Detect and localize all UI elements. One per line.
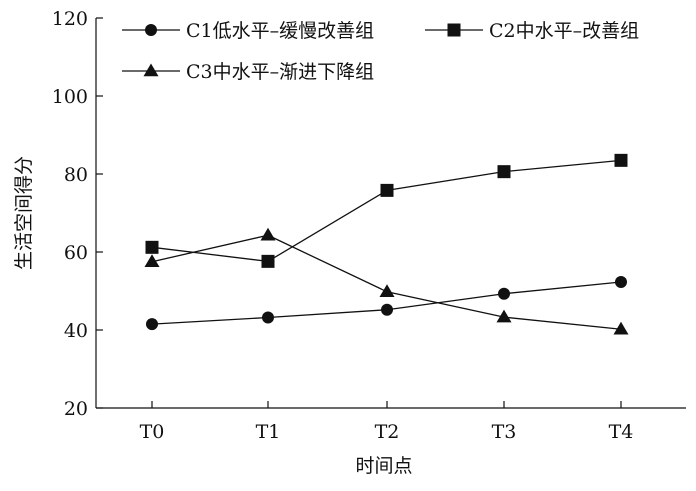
y-tick-label: 20 xyxy=(64,398,88,420)
data-point-c3 xyxy=(379,284,395,298)
data-point-c2 xyxy=(614,153,628,167)
legend-marker-c1 xyxy=(145,24,157,36)
data-point-c3 xyxy=(496,309,512,323)
legend-label-c2: C2中水平–改善组 xyxy=(489,20,639,42)
data-point-c1 xyxy=(146,318,158,331)
data-point-c1 xyxy=(498,287,510,300)
x-tick-label: T1 xyxy=(256,421,281,443)
legend-label-c3: C3中水平–渐进下降组 xyxy=(186,61,374,83)
data-point-c2 xyxy=(497,165,511,179)
y-tick-label: 100 xyxy=(52,86,88,108)
x-tick-label: T2 xyxy=(375,421,400,443)
data-point-c1 xyxy=(381,303,393,316)
x-tick-label: T0 xyxy=(140,421,165,443)
data-point-c2 xyxy=(145,240,159,254)
legend-marker-c2 xyxy=(447,23,461,37)
x-axis-title: 时间点 xyxy=(355,455,412,477)
data-point-c2 xyxy=(380,183,394,197)
data-point-c3 xyxy=(144,254,160,267)
data-point-c3 xyxy=(613,321,629,335)
legend: C1低水平–缓慢改善组 C2中水平–改善组 C3中水平–渐进下降组 xyxy=(122,20,639,83)
axes: 20 40 60 80 100 120 T0 T1 T2 T3 T4 xyxy=(52,8,686,443)
x-tick-label: T4 xyxy=(609,421,634,443)
y-tick-label: 80 xyxy=(64,164,88,186)
y-tick-label: 60 xyxy=(64,242,88,264)
data-point-c2 xyxy=(261,254,275,268)
data-point-c1 xyxy=(615,276,627,289)
y-axis-title: 生活空间得分 xyxy=(13,156,35,270)
data-point-c1 xyxy=(262,311,274,324)
x-tick-label: T3 xyxy=(492,421,517,443)
series-markers xyxy=(144,153,629,335)
y-tick-label: 120 xyxy=(52,8,88,30)
legend-label-c1: C1低水平–缓慢改善组 xyxy=(186,20,374,42)
y-tick-label: 40 xyxy=(64,320,88,342)
legend-marker-c3 xyxy=(143,63,159,77)
data-point-c3 xyxy=(260,227,276,241)
